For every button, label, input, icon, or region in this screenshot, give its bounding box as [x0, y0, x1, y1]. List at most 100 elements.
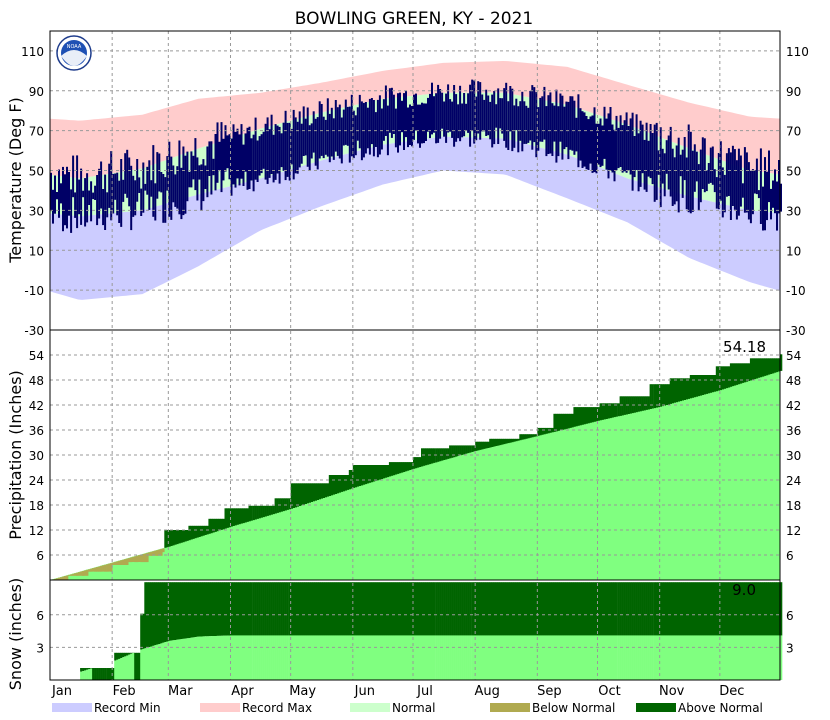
snow-normal-bar	[463, 635, 466, 680]
snow-above-normal-bar	[601, 582, 604, 636]
observed-temperature-bar	[725, 153, 728, 197]
observed-temperature-bar	[637, 133, 640, 192]
snow-above-normal-bar	[517, 582, 520, 636]
snow-above-normal-bar	[533, 582, 536, 636]
snow-above-normal-bar	[399, 582, 402, 636]
snow-normal-bar	[737, 635, 741, 680]
observed-temperature-bar	[399, 92, 401, 146]
observed-temperature-bar	[615, 115, 618, 171]
snow-above-normal-bar	[222, 582, 225, 636]
snow-above-normal-bar	[364, 582, 368, 636]
precipitation-above-normal-bar	[316, 483, 319, 500]
snow-above-normal-bar	[358, 582, 362, 636]
snow-normal-bar	[533, 635, 536, 680]
precipitation-above-normal-bar	[453, 445, 456, 458]
observed-temperature-bar	[364, 102, 367, 154]
snow-above-normal-bar	[467, 582, 470, 636]
precipitation-above-normal-bar	[651, 384, 654, 409]
snow-normal-bar	[725, 635, 729, 680]
snow-above-normal-bar	[272, 582, 275, 636]
snow-above-normal-bar	[751, 582, 755, 636]
snow-above-normal-bar	[713, 582, 717, 636]
observed-temperature-bar	[316, 117, 319, 170]
snow-observed-bar	[96, 668, 99, 680]
observed-temperature-bar	[302, 106, 305, 156]
precipitation-above-normal-bar	[449, 445, 452, 459]
snow-normal-bar	[200, 636, 203, 680]
precipitation-below-normal-bar	[162, 548, 165, 553]
snow-normal-bar	[142, 648, 145, 680]
precipitation-above-normal-bar	[362, 465, 366, 485]
observed-temperature-bar	[106, 192, 109, 218]
snow-normal-bar	[196, 636, 199, 680]
snow-normal-bar	[657, 635, 660, 680]
observed-temperature-bar	[443, 101, 446, 137]
precipitation-above-normal-bar	[314, 483, 317, 501]
snow-above-normal-bar	[441, 582, 444, 636]
observed-temperature-bar	[445, 93, 448, 143]
observed-temperature-bar	[300, 123, 303, 164]
observed-temperature-bar	[346, 106, 349, 146]
snow-observed-bar	[94, 668, 97, 680]
snow-above-normal-bar	[701, 582, 705, 636]
precipitation-above-normal-bar	[557, 413, 560, 431]
snow-normal-bar	[733, 635, 737, 680]
snow-above-normal-bar	[192, 582, 195, 638]
snow-above-normal-bar	[427, 582, 430, 636]
observed-temperature-bar	[188, 171, 191, 188]
observed-temperature-bar	[50, 172, 52, 212]
snow-normal-bar	[503, 635, 506, 680]
snow-above-normal-bar	[663, 582, 666, 636]
precipitation-above-normal-bar	[274, 498, 277, 514]
snow-normal-bar	[535, 635, 538, 680]
observed-temperature-bar	[517, 106, 520, 153]
snow-above-normal-bar	[296, 582, 299, 636]
precipitation-above-normal-bar	[368, 465, 372, 483]
precipitation-above-normal-bar	[186, 530, 189, 541]
precipitation-above-normal-bar	[260, 505, 263, 518]
chart-title: BOWLING GREEN, KY - 2021	[295, 9, 533, 29]
snow-above-normal-bar	[547, 582, 550, 636]
snow-normal-bar	[397, 635, 400, 680]
observed-temperature-bar	[671, 148, 674, 206]
snow-above-normal-bar	[768, 582, 771, 636]
observed-temperature-bar	[56, 192, 58, 200]
observed-temperature-bar	[673, 157, 676, 205]
snow-normal-bar	[641, 635, 644, 680]
precipitation-above-normal-bar	[198, 525, 201, 537]
snow-normal-bar	[575, 635, 578, 680]
precipitation-above-normal-bar	[184, 530, 187, 542]
snow-normal-bar	[248, 635, 251, 680]
snow-above-normal-bar	[543, 582, 546, 636]
snow-above-normal-bar	[709, 582, 713, 636]
observed-temperature-bar	[314, 118, 317, 166]
snow-normal-bar	[216, 635, 219, 680]
observed-temperature-bar	[551, 103, 554, 156]
observed-temperature-bar	[737, 148, 740, 216]
precipitation-above-normal-bar	[507, 438, 510, 444]
snow-above-normal-bar	[497, 582, 500, 636]
precipitation-below-normal-bar	[134, 556, 137, 563]
precipitation-below-normal-bar	[98, 566, 101, 572]
snow-above-normal-bar	[697, 582, 701, 636]
precipitation-above-normal-bar	[298, 483, 301, 506]
observed-temperature-bar	[266, 117, 269, 184]
month-tick-label: Apr	[231, 684, 254, 699]
observed-temperature-bar	[256, 140, 259, 182]
snow-normal-bar	[318, 635, 321, 680]
precipitation-below-normal-bar	[152, 551, 155, 556]
snow-normal-bar	[441, 635, 444, 680]
observed-temperature-bar	[579, 108, 582, 161]
precipitation-above-normal-bar	[409, 462, 412, 470]
snow-above-normal-bar	[555, 582, 558, 636]
snow-above-normal-bar	[685, 582, 688, 636]
observed-temperature-bar	[555, 89, 558, 163]
snow-above-normal-bar	[611, 582, 614, 636]
snow-normal-bar	[172, 640, 175, 680]
snow-normal-bar	[549, 635, 552, 680]
snow-normal-bar	[252, 635, 255, 680]
observed-temperature-bar	[747, 162, 750, 220]
precipitation-below-normal-bar	[94, 567, 97, 572]
observed-temperature-bar	[525, 105, 528, 144]
snow-normal-bar	[190, 637, 193, 680]
